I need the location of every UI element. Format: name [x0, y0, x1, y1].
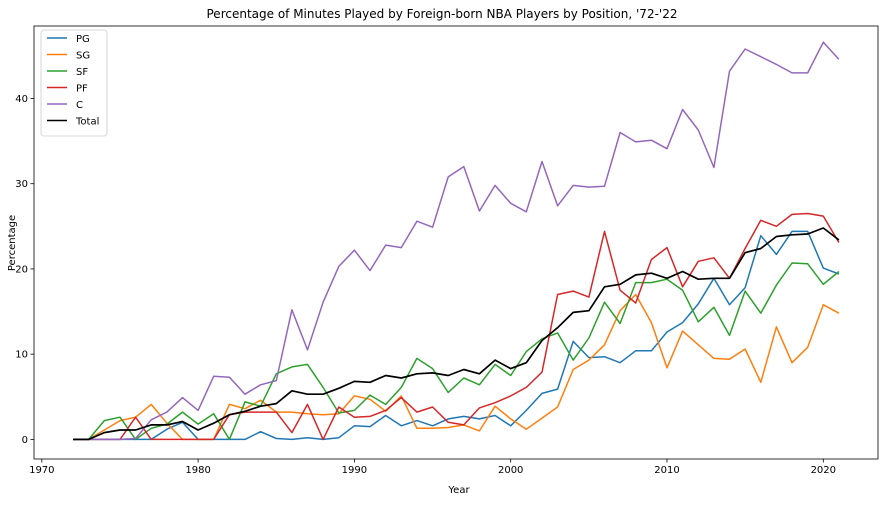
series-line-pg: [73, 230, 840, 441]
legend: PG SG SF PF C Total: [40, 29, 108, 137]
y-tick-label: 30: [15, 179, 28, 190]
series-line-pf: [73, 212, 840, 441]
x-tick-label: 2010: [654, 465, 679, 476]
y-tick-label: 0: [22, 435, 28, 446]
legend-label-sf: SF: [76, 67, 88, 78]
legend-label-pf: PF: [76, 84, 88, 95]
x-tick-label: 2020: [811, 465, 836, 476]
legend-label-total: Total: [75, 117, 99, 128]
legend-label-pg: PG: [76, 34, 90, 45]
legend-label-c: C: [76, 100, 83, 111]
x-tick-label: 1990: [342, 465, 367, 476]
y-tick-label: 40: [15, 94, 28, 105]
legend-label-sg: SG: [76, 51, 90, 62]
legend-box: [40, 29, 108, 137]
plot-frame: [33, 25, 879, 460]
plot-area: [73, 41, 840, 441]
y-tick-label: 20: [15, 264, 28, 275]
x-tick-label: 1970: [29, 465, 54, 476]
x-tick-label: 2000: [498, 465, 523, 476]
chart-title: Percentage of Minutes Played by Foreign-…: [207, 7, 678, 21]
axes: 1970 1980 1990 2000 2010 2020 0 10 20 30 40: [15, 25, 879, 476]
series-line-total: [73, 227, 840, 441]
y-tick-label: 10: [15, 350, 28, 361]
x-axis-label: Year: [447, 485, 470, 496]
series-line-sf: [73, 262, 840, 441]
y-axis-label: Percentage: [7, 215, 18, 271]
x-tick-label: 1980: [185, 465, 210, 476]
series-line-c: [73, 41, 840, 441]
